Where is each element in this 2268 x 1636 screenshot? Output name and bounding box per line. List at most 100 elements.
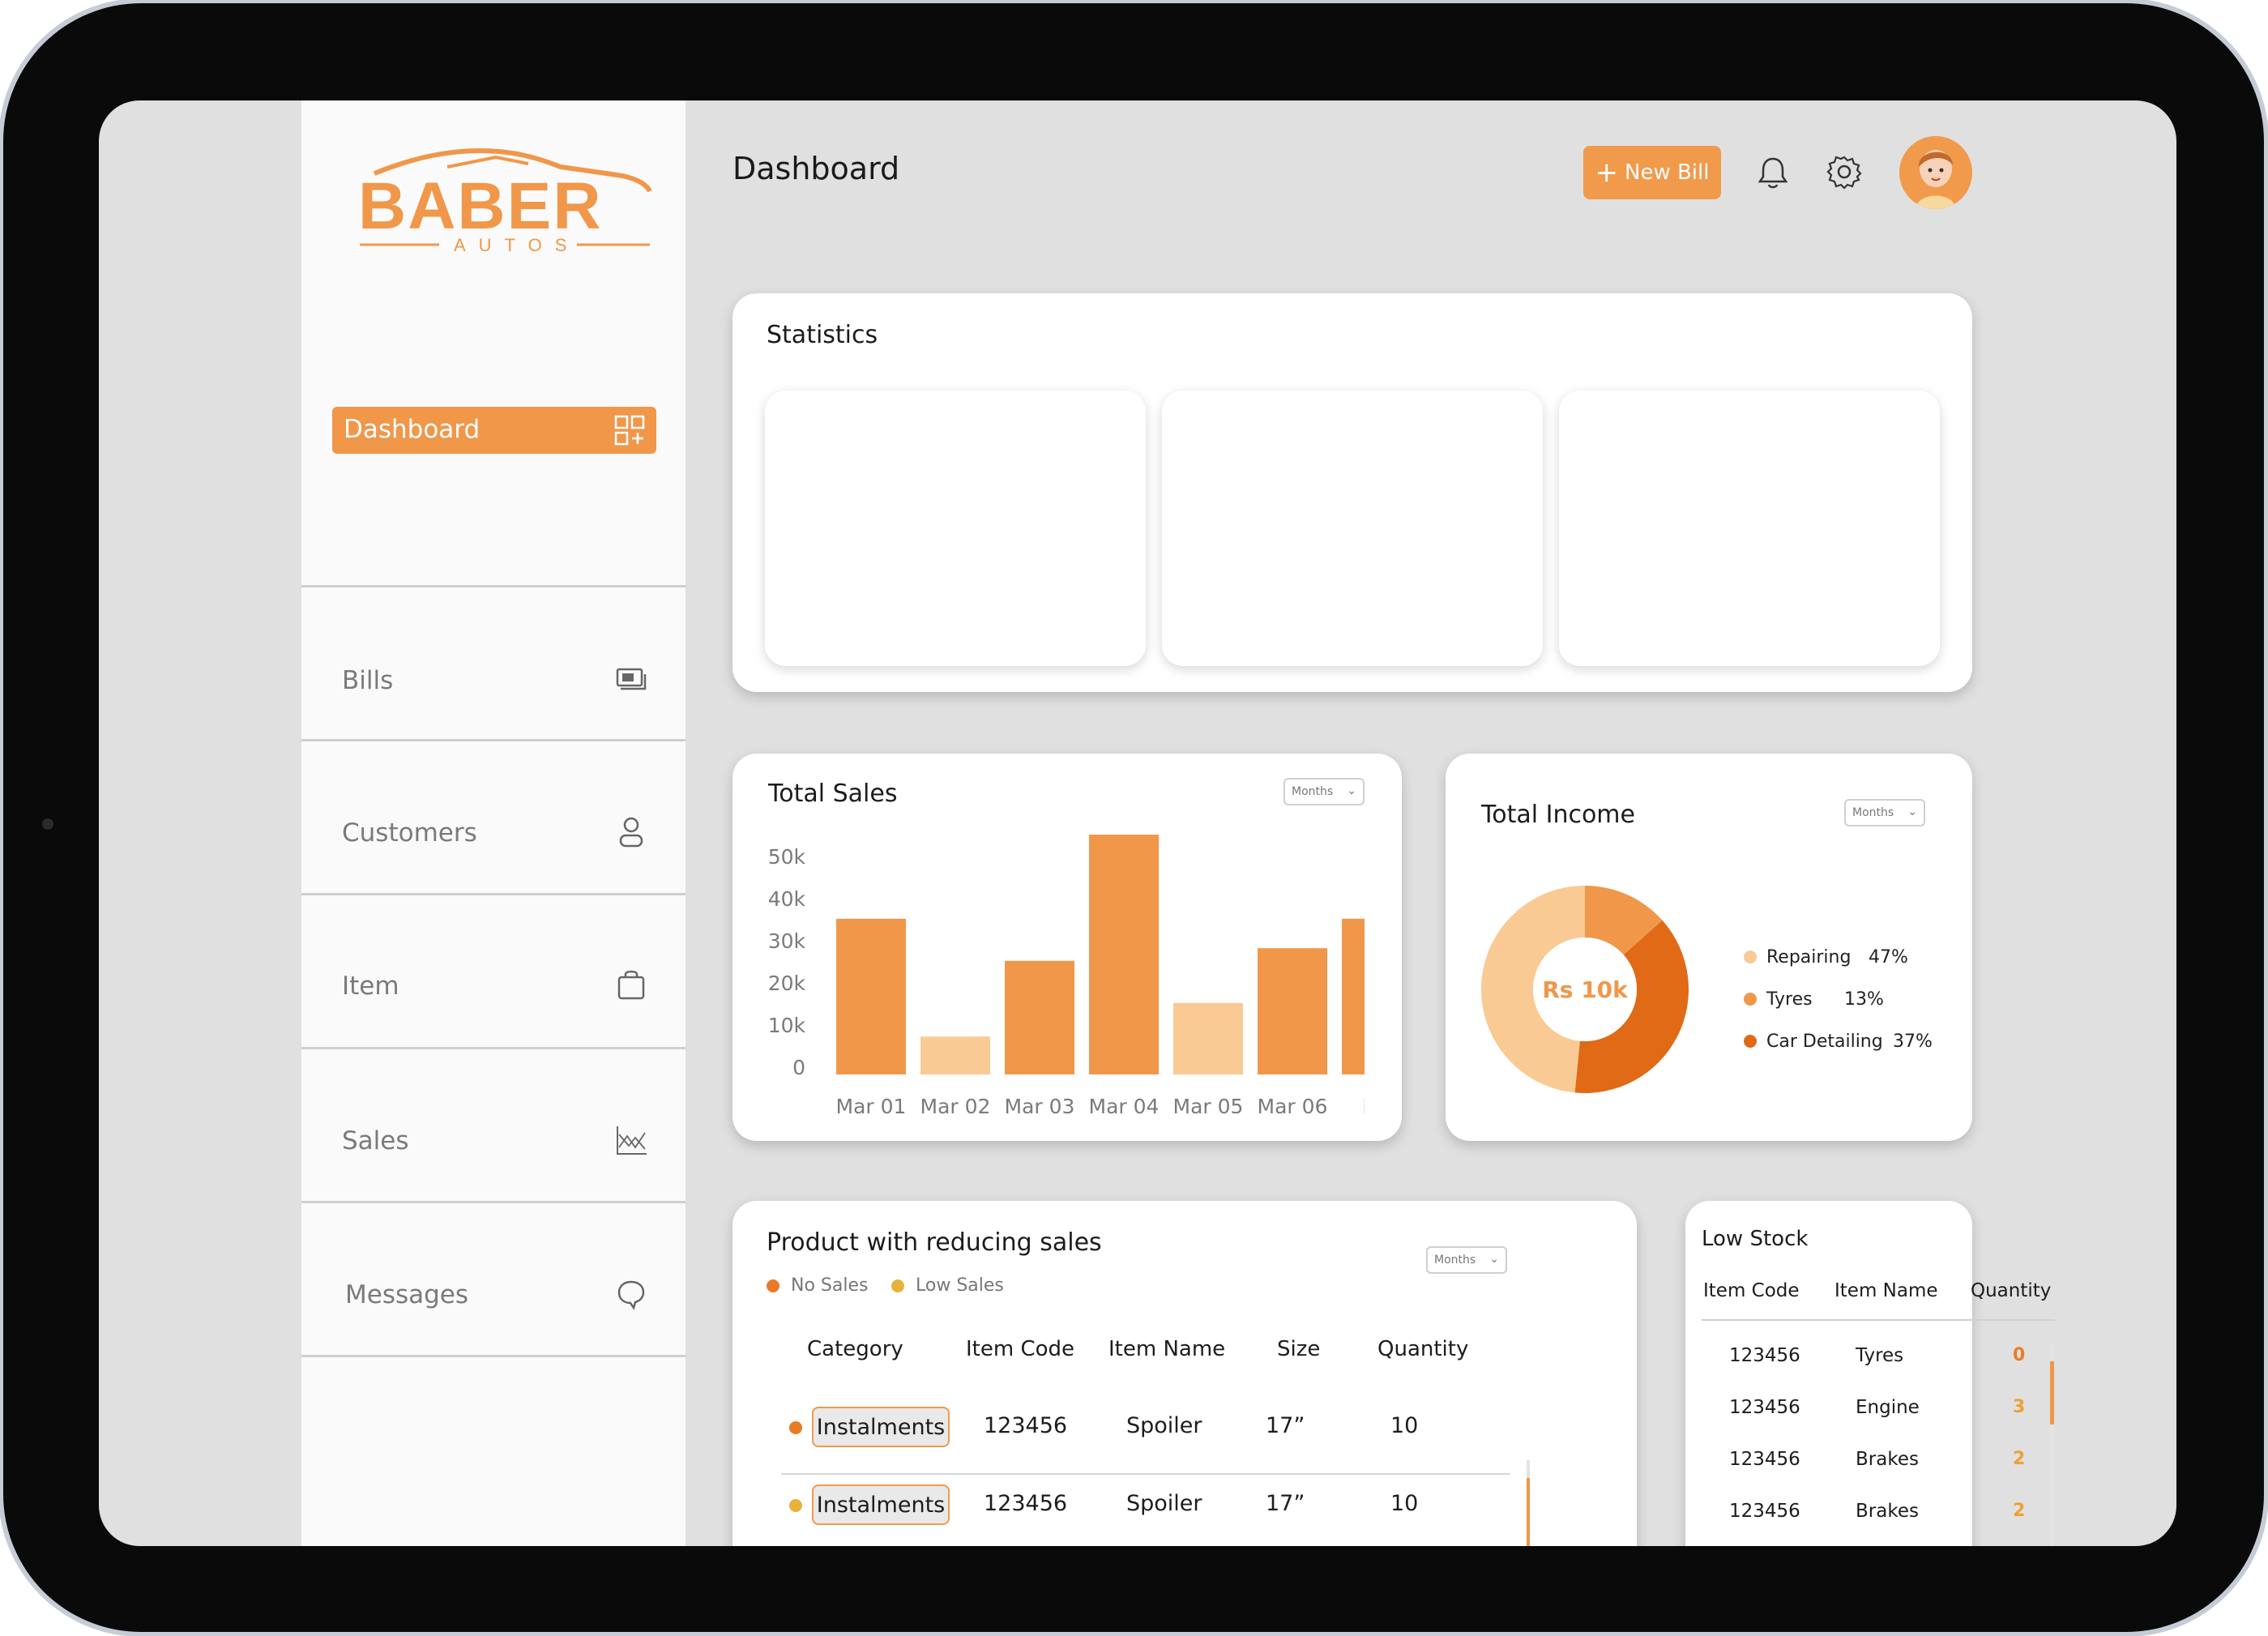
cell-quantity: 10 [1390,1413,1419,1438]
reducing-sales-period-select[interactable]: Months ⌄ [1426,1246,1507,1274]
col-header-category: Category [807,1337,903,1361]
sidebar-item-item[interactable]: Item [301,895,686,1049]
x-tick-label: Mar 05 [1173,1095,1244,1118]
scrollbar-thumb[interactable] [1527,1478,1530,1546]
svg-text:BABER: BABER [358,169,603,243]
status-dot [789,1499,802,1512]
avatar[interactable] [1899,136,1972,209]
col-header-item-name: Item Name [1108,1337,1226,1361]
legend-value: 13% [1844,989,1884,1010]
col-header-item-code: Item Code [966,1337,1075,1361]
col-header-size: Size [1277,1337,1321,1361]
status-dot [789,1421,802,1434]
bar-1 [836,918,906,1074]
cell-size: 17” [1266,1491,1305,1516]
scrollbar-track[interactable] [2050,1343,2054,1546]
donut-hole [1533,938,1637,1041]
sidebar: BABER AUTOS Dashboard Bills [301,100,686,1546]
sidebar-item-label: Bills [342,666,394,695]
select-value: Months [1434,1254,1476,1267]
brand-logo[interactable]: BABER AUTOS [350,133,666,263]
x-tick-label: Mar 06 [1258,1095,1328,1118]
plus-icon: + [1595,156,1619,189]
new-bill-button[interactable]: + New Bill [1583,146,1721,199]
cell-item-code: 123456 [1729,1501,1800,1522]
screen: BABER AUTOS Dashboard Bills [99,100,2176,1546]
x-tick-label: Mc [1362,1095,1390,1118]
shopping-bag-icon [617,970,645,1000]
donut-slice-repairing [1481,886,1585,1093]
message-bubble-icon [617,1280,645,1310]
sidebar-item-bills[interactable]: Bills [301,587,686,741]
category-pill[interactable]: Instalments [812,1407,950,1447]
cell-item-name: Tyres [1856,1345,1904,1366]
legend-label: Tyres [1766,989,1813,1010]
sidebar-item-sales[interactable]: Sales [301,1049,686,1203]
col-header-quantity: Quantity [1377,1337,1469,1361]
low-stock-title: Low Stock [1702,1227,1809,1251]
statistics-title: Statistics [767,321,878,349]
cell-quantity: 3 [2013,1397,2026,1417]
bell-icon[interactable] [1753,152,1792,191]
cell-item-code: 123456 [1729,1449,1800,1470]
new-bill-label: New Bill [1625,160,1710,185]
header-divider [1702,1319,2055,1321]
total-income-period-select[interactable]: Months ⌄ [1844,799,1925,827]
low-stock-card: Low Stock Item Code Item Name Quantity 1… [1685,1201,2055,1546]
sidebar-item-customers[interactable]: Customers [301,741,686,895]
y-tick-label: 20k [768,972,806,995]
gear-icon[interactable] [1825,152,1864,191]
bar-2 [920,1036,990,1074]
bar-3 [1005,960,1074,1074]
x-tick-label: Mar 03 [1005,1095,1075,1118]
camera [42,818,53,830]
sidebar-item-messages[interactable]: Messages [301,1202,686,1357]
sidebar-item-label: Item [342,972,399,1001]
x-tick-label: Mar 02 [920,1095,991,1118]
chevron-down-icon: ⌄ [1907,805,1917,818]
cell-item-name: Spoiler [1126,1413,1202,1438]
legend-label: Low Sales [916,1275,1004,1296]
total-sales-card: Total Sales Months ⌄ Mar 01 Mar 02 Mar 03 M… [733,754,1402,1141]
x-tick-label: Mar 01 [836,1095,907,1118]
col-header-quantity: Quantity [1971,1280,2052,1301]
chevron-down-icon: ⌄ [1489,1253,1499,1266]
income-donut-chart: Rs 10k Repairing 47% Tyres 13% Car Detailing 3… [1481,886,1933,1093]
dashboard-grid-icon [614,415,645,446]
bar-4 [1089,835,1159,1074]
legend-label: Repairing [1766,947,1851,968]
bar-7 [1342,918,1365,1074]
donut-center-label: Rs 10k [1542,976,1629,1003]
legend-dot [891,1279,904,1292]
cell-item-name: Spoiler [1126,1491,1202,1516]
scrollbar-thumb[interactable] [2050,1361,2054,1425]
stat-box-3[interactable] [1559,391,1940,666]
cell-item-code: 123456 [984,1413,1068,1438]
stat-box-2[interactable] [1162,391,1543,666]
bar-group: Mar 01 Mar 02 Mar 03 Mar 04 Mar 05 Mar 06 Mc [836,835,1390,1118]
select-value: Months [1852,806,1894,819]
bar-6 [1258,948,1327,1074]
legend-dot [1744,993,1757,1006]
category-pill[interactable]: Instalments [812,1484,950,1525]
bar-5 [1173,1002,1243,1074]
sales-chart-icon [617,1126,647,1155]
x-tick-label: Mar 04 [1089,1095,1160,1118]
total-sales-period-select[interactable]: Months ⌄ [1283,778,1365,805]
cell-item-name: Engine [1856,1397,1920,1418]
chevron-down-icon: ⌄ [1347,784,1356,797]
reducing-sales-card: Product with reducing sales Months ⌄ No … [733,1201,1637,1546]
legend-dot [1744,1035,1757,1048]
sidebar-item-dashboard[interactable]: Dashboard [332,407,656,454]
cell-quantity: 2 [2013,1501,2026,1521]
cell-size: 17” [1266,1413,1305,1438]
tablet-frame: BABER AUTOS Dashboard Bills [3,3,2264,1632]
stat-box-1[interactable] [765,391,1146,666]
sidebar-item-label: Messages [345,1280,469,1309]
donut-slice-tyres [1585,886,1663,955]
nav-divider-top [301,433,686,587]
cell-quantity: 10 [1390,1491,1419,1516]
y-tick-label: 40k [768,887,806,911]
user-icon [619,817,643,848]
cell-quantity: 0 [2013,1345,2026,1365]
